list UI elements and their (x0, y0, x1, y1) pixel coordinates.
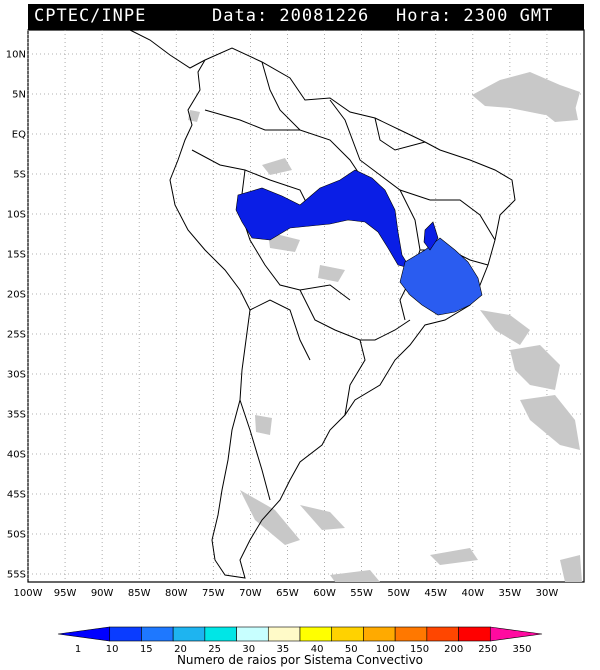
colorbar-swatch (267, 626, 301, 642)
colorbar-swatch (204, 626, 237, 642)
longitude-label: 50W (387, 588, 410, 599)
colorbar-label: 250 (478, 644, 497, 655)
colorbar-label: 350 (512, 644, 531, 655)
longitude-label: 75W (202, 588, 225, 599)
convective-system-southeast (399, 237, 483, 316)
cloud-patch (268, 232, 300, 252)
latitude-label: 25S (7, 330, 26, 341)
colorbar-swatch (172, 626, 206, 642)
country-border (191, 149, 311, 211)
colorbar-label: 40 (311, 644, 324, 655)
colorbar-label: 25 (208, 644, 221, 655)
colorbar-label: 50 (345, 644, 358, 655)
colorbar-swatch (458, 626, 491, 642)
cloud-patch (520, 395, 580, 450)
south-america-coastline (169, 47, 516, 579)
latitude-label: EQ (12, 130, 26, 141)
longitude-label: 35W (499, 588, 522, 599)
cloud-patch (188, 110, 200, 122)
longitude-label: 90W (91, 588, 114, 599)
latitude-label: 50S (7, 530, 26, 541)
country-border (249, 299, 311, 361)
cloud-patch (300, 505, 345, 530)
cloud-patch (480, 310, 530, 345)
colorbar-swatch (426, 626, 459, 642)
longitude-label: 40W (461, 588, 484, 599)
longitude-label: 70W (239, 588, 262, 599)
latitude-label: 40S (7, 450, 26, 461)
longitude-label: 45W (424, 588, 447, 599)
colorbar-label: 15 (140, 644, 153, 655)
colorbar-swatch (489, 626, 543, 642)
longitude-label: 95W (54, 588, 77, 599)
country-border (344, 339, 366, 416)
latitude-label: 30S (7, 370, 26, 381)
country-border (430, 199, 496, 241)
colorbar-label: 20 (174, 644, 187, 655)
colorbar: 1 10 15 20 25 30 35 40 50 100 150 200 250 350 (57, 626, 543, 655)
latitude-label: 15S (7, 250, 26, 261)
cloud-patch (262, 158, 292, 175)
longitude-label: 100W (14, 588, 43, 599)
map-frame (27, 29, 585, 583)
convective-system-amazon (235, 169, 411, 269)
cloud-patch (560, 555, 582, 582)
colorbar-label: 200 (444, 644, 463, 655)
country-border (261, 61, 301, 131)
cloud-patch (510, 345, 560, 390)
lightning-systems (235, 169, 483, 316)
longitude-label: 65W (276, 588, 299, 599)
latitude-label: 20S (7, 290, 26, 301)
colorbar-label: 150 (410, 644, 429, 655)
longitude-labels: 100W 95W 90W 85W 80W 75W 70W 65W 60W 55W 50W 45W 40W… (14, 588, 559, 599)
cloud-areas (188, 72, 582, 582)
country-border (374, 117, 426, 151)
cloud-patch (240, 490, 300, 545)
colorbar-swatch (141, 626, 174, 642)
longitude-label: 80W (165, 588, 188, 599)
colorbar-label: 35 (277, 644, 290, 655)
latitude-label: 5S (13, 170, 26, 181)
colorbar-title: Numero de raios por Sistema Convectivo (176, 653, 424, 667)
colorbar-label: 100 (376, 644, 395, 655)
longitude-label: 60W (313, 588, 336, 599)
longitude-label: 30W (536, 588, 559, 599)
cloud-patch (330, 570, 380, 582)
central-america (129, 29, 206, 69)
longitude-label: 85W (128, 588, 151, 599)
colorbar-swatch (57, 626, 111, 642)
colorbar-swatch (331, 626, 364, 642)
colorbar-swatch (363, 626, 396, 642)
country-border (329, 99, 431, 201)
latitude-labels: 10N 5N EQ 5S 10S 15S 20S 25S 30S 35S 40S 45S 50S 55S (6, 50, 26, 581)
header-date: Data: 20081226 (212, 6, 370, 26)
latitude-label: 55S (7, 570, 26, 581)
cloud-patch (318, 265, 345, 282)
colorbar-label: 1 (75, 644, 81, 655)
country-border (299, 289, 411, 341)
header-title: CPTEC/INPE (34, 6, 147, 26)
latitude-label: 10S (7, 210, 26, 221)
header-time: Hora: 2300 GMT (396, 6, 554, 26)
colorbar-swatch (236, 626, 269, 642)
cloud-patch (472, 72, 580, 115)
cloud-patch (430, 548, 478, 565)
colorbar-swatch (299, 626, 333, 642)
latitude-label: 5N (12, 90, 26, 101)
latitude-label: 45S (7, 490, 26, 501)
cloud-patch (255, 415, 272, 435)
latitude-label: 35S (7, 410, 26, 421)
map-header: CPTEC/INPE Data: 20081226 Hora: 2300 GMT (28, 4, 584, 30)
colorbar-label: 10 (106, 644, 119, 655)
colorbar-swatch (394, 626, 428, 642)
longitude-label: 55W (350, 588, 373, 599)
convective-system-southeast-core (423, 221, 439, 251)
colorbar-label: 30 (242, 644, 255, 655)
colorbar-swatch (109, 626, 142, 642)
country-border (239, 399, 271, 501)
grid-lines (27, 30, 584, 582)
latitude-label: 10N (6, 50, 26, 61)
cloud-patch (540, 105, 578, 122)
